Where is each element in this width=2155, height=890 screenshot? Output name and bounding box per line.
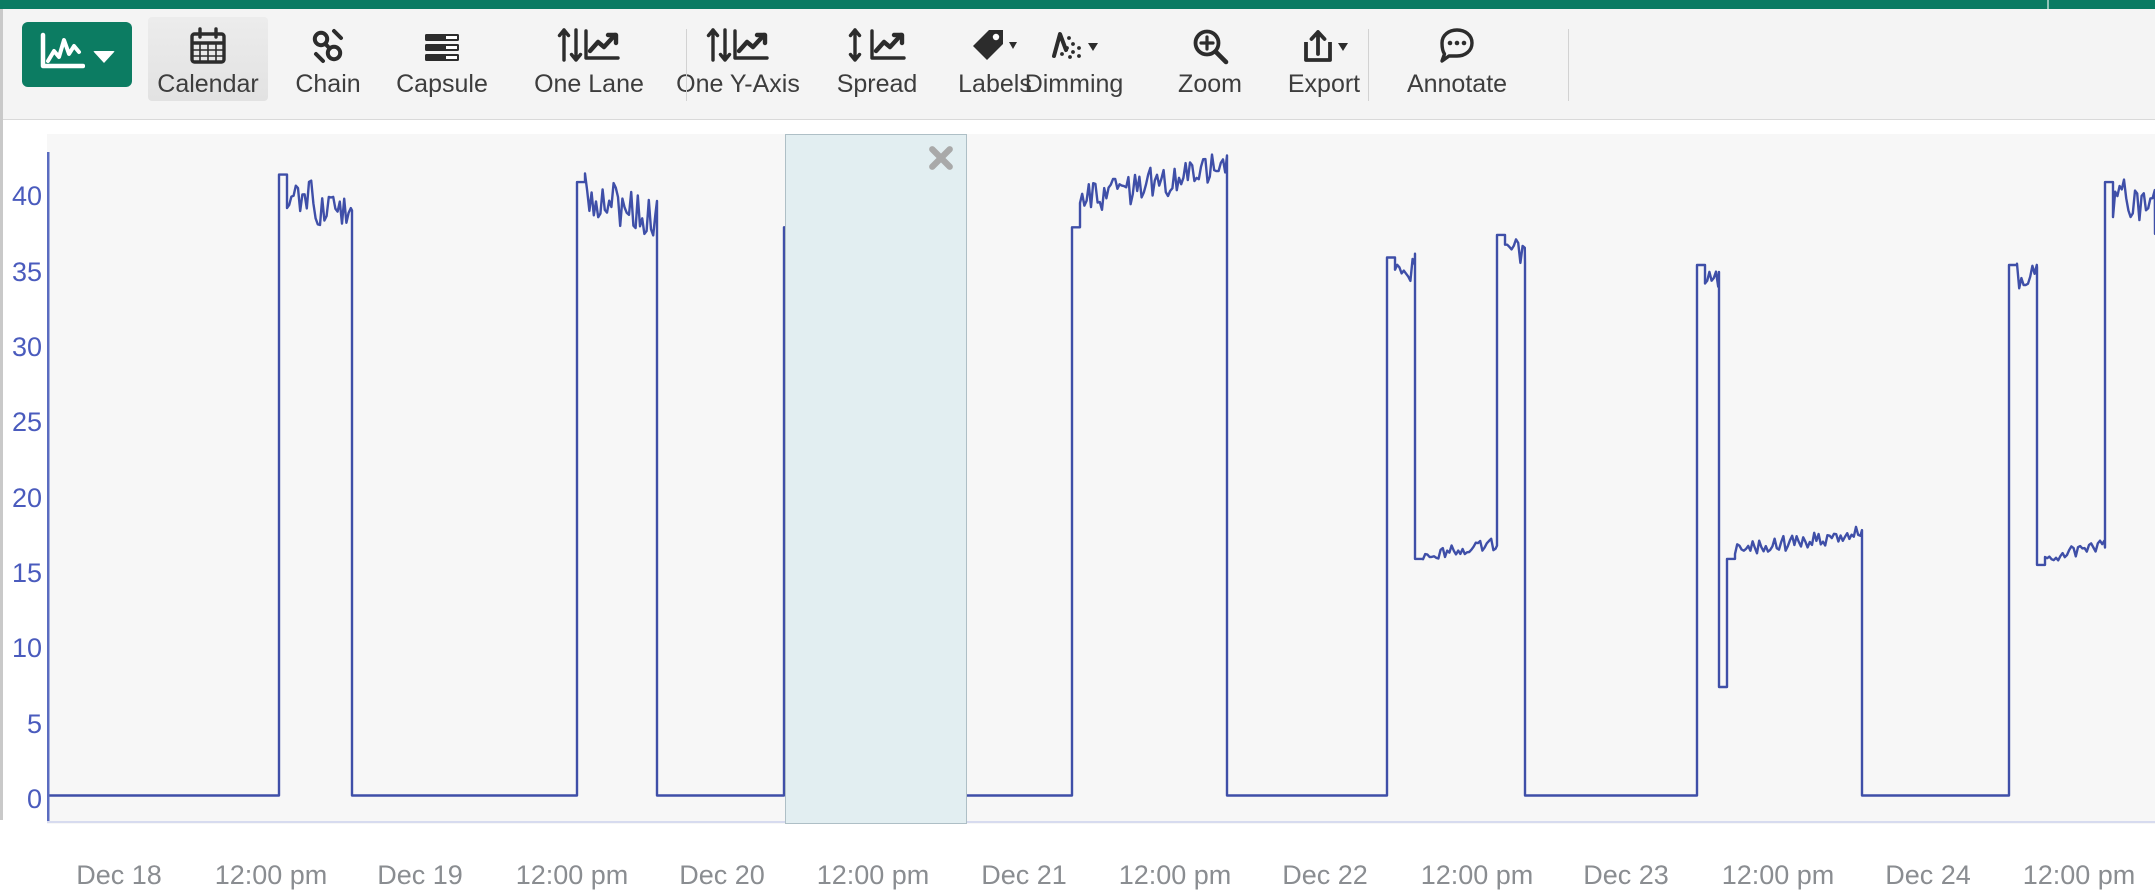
chart-left-rail	[0, 120, 3, 820]
capsule-selection-band[interactable]	[785, 134, 967, 824]
chain-icon	[308, 25, 348, 67]
y-tick-label: 10	[11, 633, 42, 664]
toolbar-button-label: Dimming	[1024, 70, 1124, 98]
annotate-icon	[1436, 25, 1478, 67]
toolbar-button-label: One Y-Axis	[676, 70, 800, 98]
capsule-icon	[422, 25, 462, 67]
toolbar-button-label: Spread	[836, 70, 918, 98]
x-tick-label: 12:00 pm	[214, 860, 328, 890]
trend-view-dropdown-button[interactable]	[22, 22, 132, 87]
trend-chart: 0 5 10 15 20 25 30 35 40 Dec 18 12:00 pm Dec 19 12:…	[0, 120, 2155, 890]
toolbar-button-label: Annotate	[1406, 70, 1508, 98]
toolbar-button-spread[interactable]: Spread	[818, 17, 936, 101]
trend-chart-icon	[39, 32, 86, 77]
toolbar-button-label: Labels	[958, 70, 1032, 98]
spread-icon	[846, 25, 908, 67]
x-tick-label: 12:00 pm	[515, 860, 629, 890]
signal-trace	[47, 152, 2155, 823]
header-bar-seam	[2047, 0, 2049, 9]
x-tick-label: Dec 22	[1282, 860, 1368, 890]
toolbar-button-capsule[interactable]: Capsule	[378, 17, 506, 101]
export-icon	[1298, 25, 1350, 67]
x-tick-label: 12:00 pm	[1420, 860, 1534, 890]
y-tick-label: 5	[26, 708, 42, 739]
toolbar-button-one-y-axis[interactable]: One Y-Axis	[658, 17, 818, 101]
x-tick-label: Dec 23	[1583, 860, 1669, 890]
toolbar-button-annotate[interactable]: Annotate	[1383, 17, 1531, 101]
close-icon[interactable]	[926, 143, 956, 173]
toolbar-left-rail	[0, 9, 3, 120]
x-tick-label: Dec 21	[981, 860, 1067, 890]
zoom-in-icon	[1190, 25, 1230, 67]
one-lane-icon	[556, 25, 622, 67]
toolbar-button-export[interactable]: Export	[1265, 17, 1383, 101]
toolbar-button-chain[interactable]: Chain	[278, 17, 378, 101]
toolbar-button-zoom[interactable]: Zoom	[1155, 17, 1265, 101]
y-tick-label: 25	[11, 407, 42, 438]
dimming-icon	[1046, 25, 1102, 67]
chevron-down-icon	[93, 50, 115, 63]
x-tick-label: Dec 20	[679, 860, 765, 890]
one-y-axis-icon	[705, 25, 771, 67]
toolbar-separator-1	[1368, 29, 1369, 101]
x-tick-label: 12:00 pm	[816, 860, 930, 890]
toolbar-button-label: Calendar	[157, 70, 259, 98]
x-tick-label: 12:00 pm	[1118, 860, 1232, 890]
y-tick-label: 35	[11, 256, 42, 287]
toolbar-button-label: Export	[1287, 70, 1361, 98]
labels-icon	[969, 25, 1021, 67]
plot-surface[interactable]	[47, 134, 2155, 824]
signal-line	[47, 153, 2155, 797]
toolbar-separator-0	[686, 29, 687, 101]
x-tick-label: Dec 24	[1885, 860, 1971, 890]
y-axis-tick-labels: 0 5 10 15 20 25 30 35 40	[0, 120, 42, 820]
chart-toolbar: Calendar Chain Capsule One Lane One Y-Axis Sp…	[0, 9, 2155, 120]
y-tick-label: 0	[26, 784, 42, 814]
calendar-icon	[188, 25, 228, 67]
toolbar-button-one-lane[interactable]: One Lane	[520, 17, 658, 101]
toolbar-button-label: Chain	[295, 70, 361, 98]
toolbar-separator-2	[1568, 29, 1569, 101]
toolbar-button-dimming[interactable]: Dimming	[1000, 17, 1148, 101]
y-tick-label: 30	[11, 331, 42, 362]
toolbar-button-calendar[interactable]: Calendar	[148, 17, 268, 101]
x-tick-label: Dec 19	[377, 860, 463, 890]
toolbar-button-labels[interactable]: Labels	[936, 17, 1054, 101]
x-tick-label: 12:00 pm	[2022, 860, 2136, 890]
x-tick-label: Dec 18	[76, 860, 162, 890]
toolbar-button-label: Capsule	[396, 70, 488, 98]
toolbar-button-label: One Lane	[534, 70, 644, 98]
y-tick-label: 40	[11, 181, 42, 212]
app-header-bar	[0, 0, 2155, 9]
x-tick-label: 12:00 pm	[1721, 860, 1835, 890]
toolbar-button-label: Zoom	[1178, 70, 1242, 98]
y-tick-label: 20	[11, 482, 42, 513]
y-tick-label: 15	[11, 557, 42, 588]
